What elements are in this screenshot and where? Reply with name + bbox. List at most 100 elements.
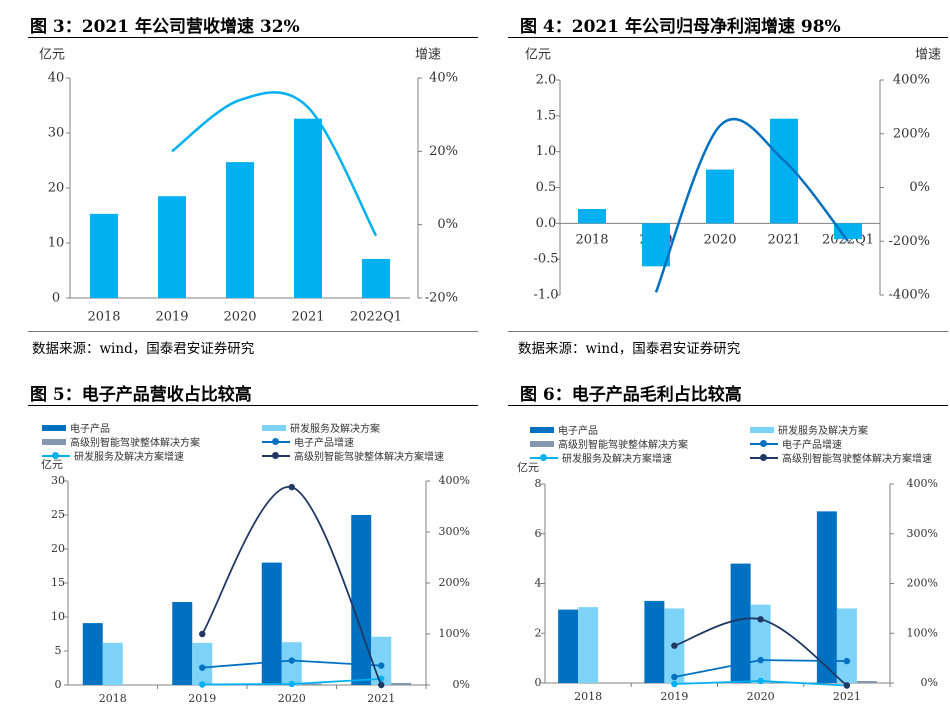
figure-6-bar-2 [856, 681, 877, 683]
figure-3-bottom-rule [28, 331, 478, 332]
figure-6-line-point-0 [671, 673, 678, 681]
figure-6-y-tick-label: 0 [535, 676, 542, 689]
figure-4-y2-tick-label: 0% [909, 180, 930, 195]
legend-swatch [42, 424, 66, 431]
figure-6-bar-0 [644, 600, 665, 683]
legend-swatch [42, 438, 66, 445]
figure-4-bar-value [834, 223, 862, 240]
figure-3-y2-unit: 增速 [415, 48, 441, 63]
figure-4-y-tick-label: -0.5 [533, 252, 558, 267]
figure-3-y2-tick-label: 20% [429, 144, 458, 159]
figure-3-y-tick-label: 20 [48, 181, 65, 196]
figure-4-x-tick-label: 2018 [575, 233, 608, 248]
legend-line-marker [530, 453, 558, 463]
figure-5-y-tick-label: 10 [51, 610, 65, 623]
figure-6-bar-0 [816, 511, 837, 683]
figure-4-bottom-rule [508, 331, 948, 332]
legend-label: 研发服务及解决方案 [778, 426, 868, 437]
figure-5-y2-tick-label: 300% [439, 525, 470, 538]
figure-5-bar-2 [391, 682, 412, 685]
figure-4-y2-tick-label: 400% [893, 73, 930, 88]
legend-swatch [530, 440, 554, 447]
figure-6-legend-item: 研发服务及解决方案增速 [530, 450, 672, 465]
figure-3-x-tick-label: 2022Q1 [350, 310, 402, 325]
figure-3-bar-value [158, 196, 186, 298]
figure-5-top-rule [28, 405, 478, 406]
figure-3-top-rule [28, 37, 478, 38]
legend-line-marker [750, 453, 778, 463]
figure-3-x-tick-label: 2019 [155, 310, 188, 325]
figure-5-line-point-2 [288, 483, 295, 491]
figure-5-title: 图 5：电子产品营收占比较高 [30, 385, 252, 405]
figure-5-x-tick-label: 2019 [188, 692, 216, 705]
figure-6-y2-tick-label: 300% [907, 527, 938, 540]
figure-6-x-tick-label: 2018 [574, 690, 602, 703]
figure-5-bar-0 [261, 562, 282, 685]
legend-label: 高级别智能驾驶整体解决方案增速 [294, 452, 444, 463]
figure-6-line-point-2 [757, 616, 764, 623]
figure-6-legend-item: 高级别智能驾驶整体解决方案增速 [750, 450, 932, 465]
figure-6-line-point-1 [671, 680, 678, 688]
figure-6-legend-item: 研发服务及解决方案 [750, 422, 868, 437]
figure-5-line-point-0 [288, 657, 295, 664]
figure-6-legend-item: 高级别智能驾驶整体解决方案 [530, 436, 688, 451]
figure-3-y2-tick-label: 0% [437, 217, 458, 232]
figure-3-y-tick-label: 0 [52, 291, 60, 306]
legend-label: 电子产品增速 [782, 440, 842, 451]
figure-5-y2-tick-label: 400% [439, 474, 470, 487]
figure-4-source: 数据来源：wind，国泰君安证券研究 [518, 341, 741, 357]
figure-4-bar-value [706, 169, 734, 224]
figure-3-y-unit: 亿元 [39, 48, 65, 63]
figure-5-legend-item: 电子产品 [42, 420, 110, 435]
figure-3-x-tick-label: 2020 [223, 310, 256, 325]
legend-label: 电子产品 [70, 424, 110, 435]
figure-6-y-tick-label: 4 [535, 577, 542, 590]
figure-5-line-point-2 [199, 630, 206, 638]
figure-4-y2-unit: 增速 [915, 48, 941, 63]
figure-5-legend-item: 研发服务及解决方案 [262, 420, 380, 435]
figure-6-y-tick-label: 6 [535, 527, 542, 540]
legend-label: 研发服务及解决方案 [290, 424, 380, 435]
figure-6-x-tick-label: 2019 [660, 690, 688, 703]
figure-5-y-tick-label: 15 [51, 576, 65, 589]
figure-4-y2-tick-label: -400% [888, 288, 930, 303]
legend-line-marker [262, 437, 290, 447]
figure-3-y2-tick-label: 40% [429, 71, 458, 86]
figure-5-bar-0 [82, 623, 103, 685]
figure-4-y-tick-label: 2.0 [536, 73, 557, 88]
figure-6-legend-item: 电子产品 [530, 422, 598, 437]
figure-5-y-tick-label: 20 [51, 542, 65, 555]
figure-5-bar-0 [351, 515, 372, 685]
figure-6-y2-tick-label: 200% [907, 577, 938, 590]
figure-3-bar-value [294, 118, 322, 298]
figure-5-line-point-0 [378, 662, 385, 669]
figure-3-x-tick-label: 2021 [291, 310, 324, 325]
figure-6-line-point-0 [757, 656, 764, 664]
figure-3-y-tick-label: 10 [48, 236, 65, 251]
figure-4-y-tick-label: 1.0 [536, 144, 557, 159]
legend-swatch [750, 426, 774, 433]
figure-6-y-tick-label: 8 [535, 477, 542, 490]
figure-5-line-point-0 [199, 664, 206, 671]
figure-5-legend-item: 高级别智能驾驶整体解决方案增速 [262, 448, 444, 463]
figure-5-bar-0 [172, 602, 193, 685]
figure-6-line-point-2 [843, 682, 851, 689]
figure-5-bar-1 [102, 642, 123, 685]
figure-4-bar-value [642, 223, 670, 267]
figure-3-source: 数据来源：wind，国泰君安证券研究 [32, 341, 255, 357]
figure-5-legend-item: 研发服务及解决方案增速 [42, 448, 184, 463]
figure-3-title: 图 3：2021 年公司营收增速 32% [30, 17, 300, 37]
figure-6-y-tick-label: 2 [535, 626, 542, 639]
figure-4-bar-value [578, 209, 606, 224]
figure-3-y2-tick-label: -20% [425, 291, 458, 306]
figure-5-y-tick-label: 25 [51, 508, 65, 521]
figure-3-y-tick-label: 30 [48, 126, 65, 141]
legend-label: 电子产品增速 [294, 438, 354, 449]
figure-6-bar-0 [730, 563, 751, 683]
figure-4-line-series-0 [654, 117, 849, 293]
legend-label: 高级别智能驾驶整体解决方案 [558, 440, 688, 451]
legend-label: 高级别智能驾驶整体解决方案增速 [782, 454, 932, 465]
figure-4-title: 图 4：2021 年公司归母净利润增速 98% [520, 17, 841, 37]
figure-6-line-point-0 [843, 657, 851, 665]
figure-3-line-series-0 [171, 91, 378, 237]
